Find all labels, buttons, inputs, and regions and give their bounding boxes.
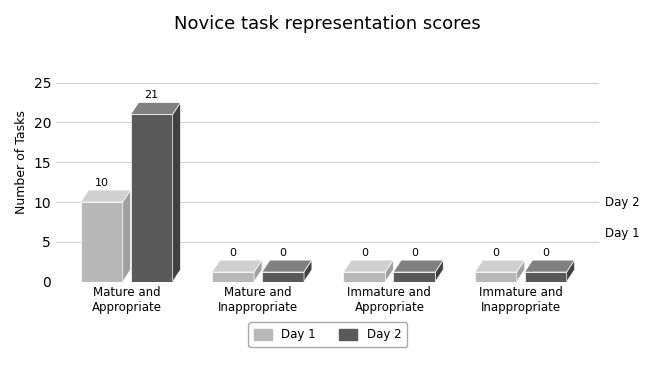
Text: 0: 0	[230, 248, 237, 258]
FancyBboxPatch shape	[80, 202, 123, 282]
Text: 10: 10	[95, 178, 109, 188]
Polygon shape	[517, 260, 525, 282]
Text: 0: 0	[279, 248, 286, 258]
Legend: Day 1, Day 2: Day 1, Day 2	[248, 322, 407, 347]
Polygon shape	[385, 260, 393, 282]
Polygon shape	[173, 102, 181, 282]
Polygon shape	[525, 260, 575, 272]
Text: 0: 0	[411, 248, 418, 258]
Polygon shape	[212, 260, 262, 272]
Text: 0: 0	[542, 248, 549, 258]
FancyBboxPatch shape	[393, 272, 436, 282]
Polygon shape	[123, 190, 131, 282]
FancyBboxPatch shape	[262, 272, 304, 282]
FancyBboxPatch shape	[475, 272, 517, 282]
Polygon shape	[131, 102, 181, 115]
FancyBboxPatch shape	[343, 272, 385, 282]
Title: Novice task representation scores: Novice task representation scores	[175, 15, 481, 33]
Polygon shape	[567, 260, 575, 282]
Text: 0: 0	[492, 248, 499, 258]
Polygon shape	[80, 190, 131, 202]
FancyBboxPatch shape	[525, 272, 567, 282]
Polygon shape	[343, 260, 393, 272]
FancyBboxPatch shape	[212, 272, 254, 282]
Text: Day 1: Day 1	[605, 227, 640, 240]
Y-axis label: Number of Tasks: Number of Tasks	[15, 110, 28, 214]
Polygon shape	[475, 260, 525, 272]
Text: Day 2: Day 2	[605, 196, 640, 209]
Polygon shape	[393, 260, 443, 272]
Polygon shape	[262, 260, 312, 272]
Text: 0: 0	[361, 248, 368, 258]
Polygon shape	[254, 260, 262, 282]
Text: 21: 21	[145, 90, 159, 100]
Polygon shape	[436, 260, 443, 282]
Polygon shape	[304, 260, 312, 282]
FancyBboxPatch shape	[131, 115, 173, 282]
